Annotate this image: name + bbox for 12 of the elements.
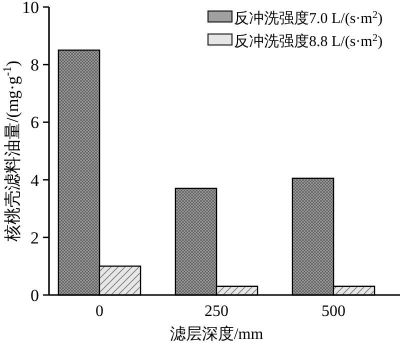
legend-label: 反冲洗强度7.0 L/(s·m$^{2}$) [234,10,383,27]
x-axis-title: 滤层深度/mm [170,325,264,343]
y-tick-label: 0 [30,286,39,305]
y-tick-label: 4 [30,170,40,190]
legend-label: 反冲洗强度8.8 L/(s·m$^{2}$) [234,32,383,50]
x-tick-label: 0 [96,303,104,320]
y-tick-label: 6 [30,113,39,132]
y-tick-label: 2 [30,228,39,248]
x-tick-label: 250 [204,303,228,320]
x-tick-label: 500 [322,303,346,320]
y-tick-label: 8 [30,56,39,75]
y-tick-label: 10 [22,0,39,17]
